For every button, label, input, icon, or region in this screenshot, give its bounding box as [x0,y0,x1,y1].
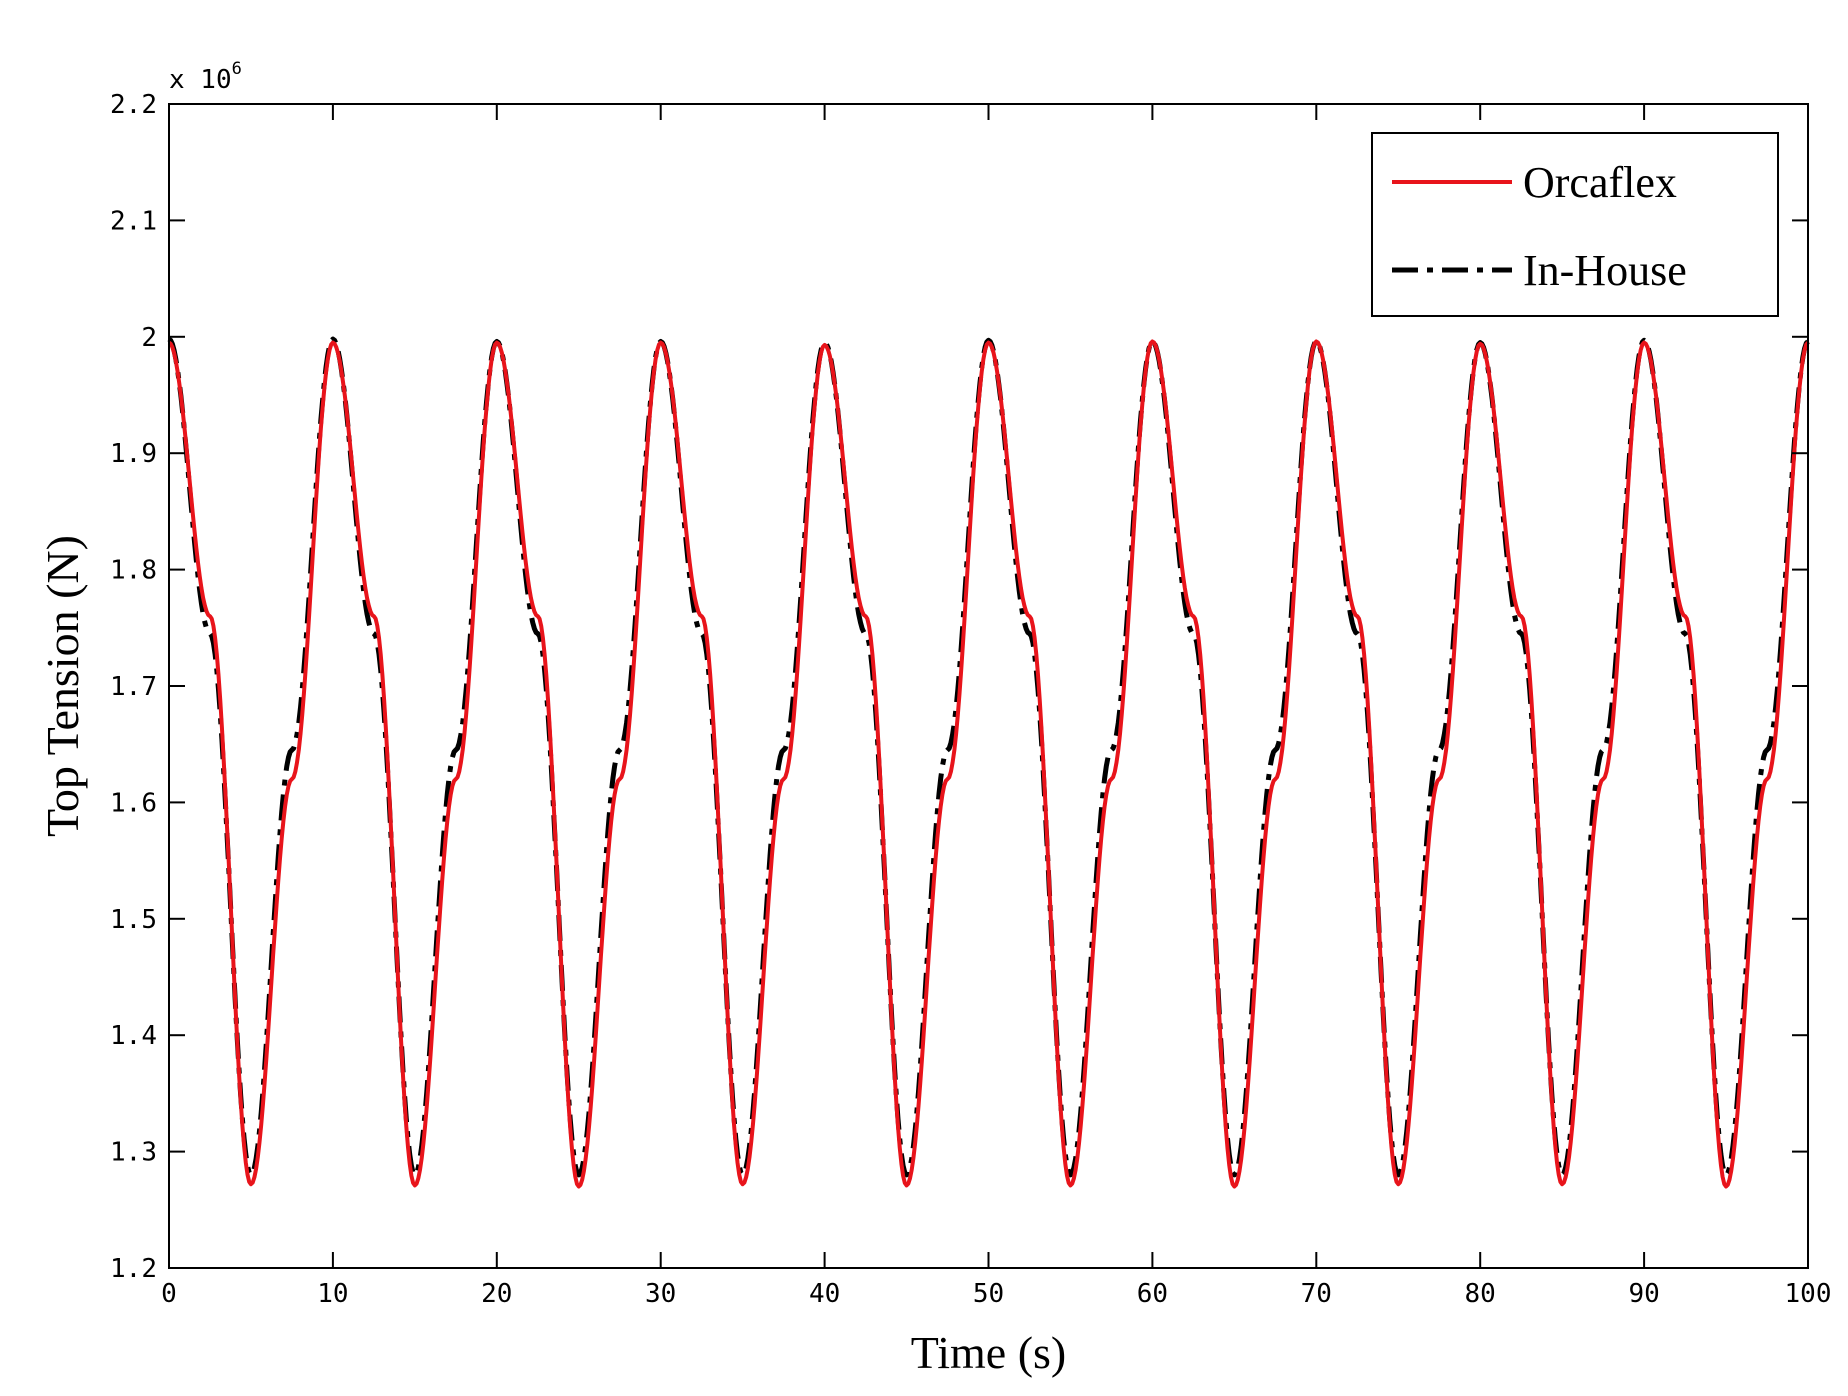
x-tick-label: 60 [1137,1279,1168,1309]
axes-layer: 0 10 20 30 40 50 60 70 80 90 100 1.2 1.3 1.4 1.5 1.6 1.7… [110,90,1831,1309]
x-tick-label: 0 [161,1279,177,1309]
x-tick-label: 100 [1785,1279,1832,1309]
series-line-orcaflex [167,339,1810,1189]
y-axis-multiplier-prefix: x 10 [169,65,232,95]
y-tick-label: 1.4 [110,1021,157,1051]
x-tick-label: 50 [973,1279,1004,1309]
legend-box [1371,132,1779,317]
legend-label-orcaflex: Orcaflex [1523,158,1677,207]
x-tick-label: 40 [809,1279,840,1309]
x-axis-label: Time (s) [911,1327,1067,1378]
y-axis-label: Top Tension (N) [37,535,88,837]
y-tick-label: 1.9 [110,439,157,469]
x-tick-label: 80 [1465,1279,1496,1309]
series-layer [167,336,1810,1189]
x-tick-label: 20 [481,1279,512,1309]
legend-label-in-house: In-House [1523,246,1687,295]
y-axis-multiplier-exponent: 6 [232,59,242,79]
series-line-in-house [167,336,1810,1178]
y-tick-label: 1.3 [110,1138,157,1168]
y-tick-label: 1.8 [110,556,157,586]
y-tick-label: 2 [141,323,157,353]
y-tick-label: 2.1 [110,206,157,236]
y-tick-label: 1.2 [110,1254,157,1284]
x-tick-label: 10 [317,1279,348,1309]
y-tick-label: 2.2 [110,90,157,120]
y-tick-label: 1.7 [110,672,157,702]
labels-layer: Time (s) Top Tension (N) x 106 [37,59,1066,1378]
x-tick-label: 70 [1301,1279,1332,1309]
y-tick-label: 1.5 [110,905,157,935]
y-tick-label: 1.6 [110,788,157,818]
legend: Orcaflex In-House [1371,132,1779,317]
x-tick-label: 30 [645,1279,676,1309]
x-tick-label: 90 [1628,1279,1659,1309]
y-axis-multiplier: x 106 [169,59,242,95]
